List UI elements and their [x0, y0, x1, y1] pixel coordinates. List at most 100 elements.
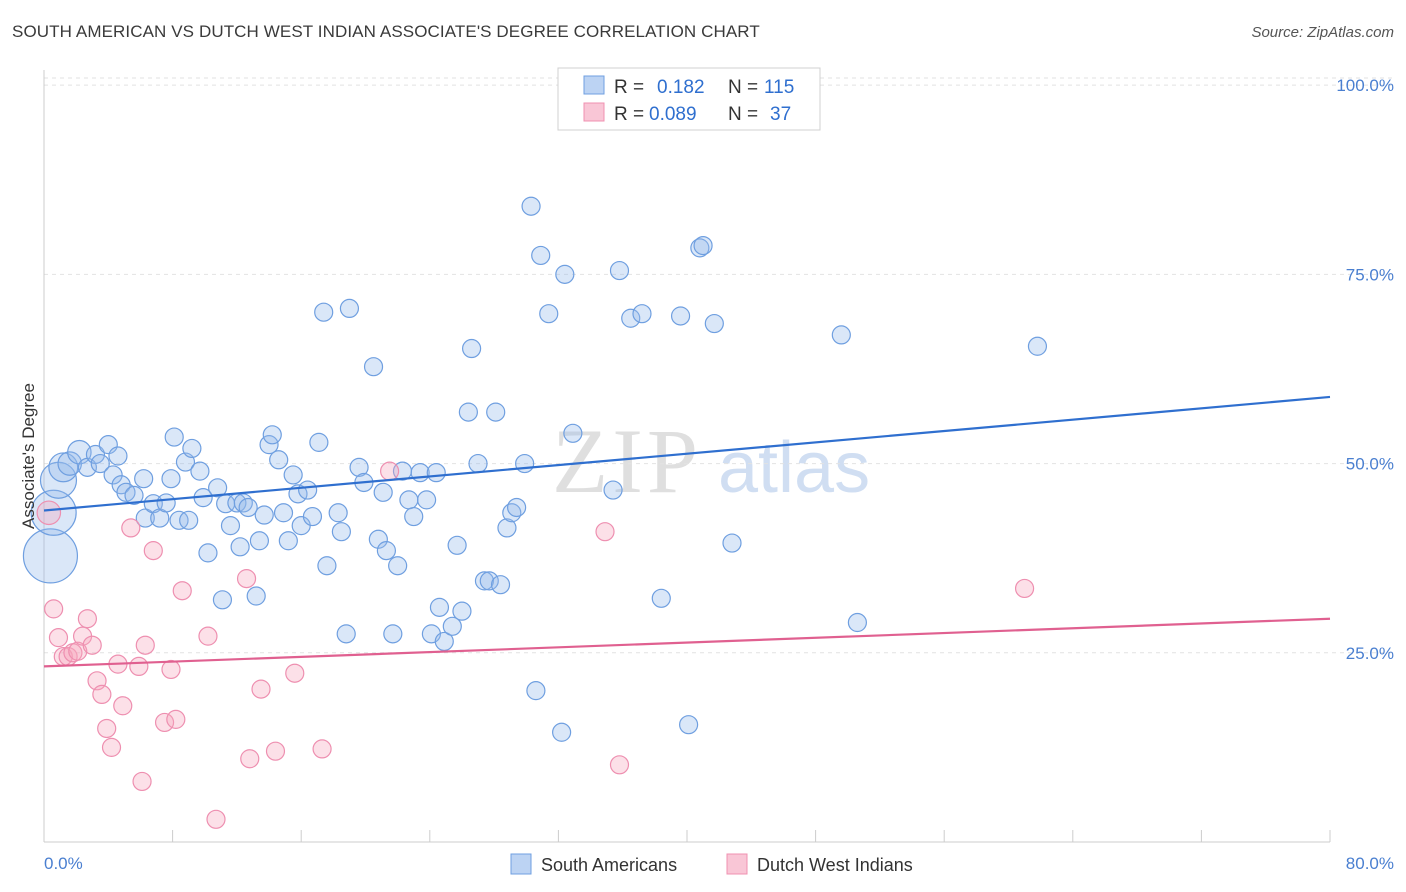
south-americans-point-24	[179, 510, 199, 530]
dutch-west-indians-point-19	[135, 635, 155, 655]
legend-r-value-2: 0.089	[649, 104, 697, 125]
south-americans-point-39	[254, 505, 274, 525]
dutch-west-indians-point-32	[312, 739, 332, 759]
south-americans-point-30	[212, 590, 233, 610]
south-americans-point-43	[273, 503, 294, 523]
dutch-west-indians-trend-line	[43, 617, 1331, 668]
trend-lines	[43, 395, 1331, 668]
x-tick-label-min: 0.0%	[44, 854, 83, 873]
south-americans-point-49	[302, 506, 323, 527]
south-americans-point-89	[526, 681, 546, 701]
legend-swatch-pink	[583, 102, 605, 122]
south-americans-point-107	[847, 612, 867, 633]
dutch-west-indians-point-16	[121, 518, 141, 538]
south-americans-point-102	[690, 238, 710, 258]
south-americans-point-38	[249, 531, 270, 551]
south-americans-point-91	[539, 304, 559, 324]
south-americans-point-28	[198, 543, 218, 563]
south-americans-point-82	[486, 402, 506, 422]
south-americans-point-83	[490, 575, 511, 595]
dutch-west-indians-point-35	[609, 755, 630, 775]
south-americans-point-90	[531, 245, 551, 266]
south-americans-point-36	[238, 497, 258, 518]
legend-n-label-1: N =	[728, 77, 758, 98]
dutch-west-indians-point-28	[240, 749, 260, 769]
south-americans-point-1	[30, 489, 77, 536]
y-axis-label: Associate's Degree	[19, 383, 38, 529]
dutch-west-indians-point-23	[166, 709, 186, 729]
south-americans-point-48	[298, 480, 318, 500]
dutch-west-indians-point-6	[68, 641, 88, 661]
legend-r-value-1: 0.182	[657, 77, 705, 98]
series-legend: South Americans Dutch West Indians	[510, 853, 913, 875]
south-americans-point-55	[336, 624, 356, 644]
south-americans-point-41	[262, 425, 282, 445]
watermark-atlas: atlas	[718, 428, 870, 508]
south-americans-point-76	[452, 601, 472, 621]
south-americans-point-19	[156, 493, 176, 513]
series-label-dutch-west-indians: Dutch West Indians	[757, 855, 913, 875]
south-americans-point-16	[135, 508, 155, 528]
dutch-west-indians-point-30	[265, 741, 286, 761]
south-americans-point-80	[474, 571, 495, 591]
south-americans-point-86	[507, 497, 527, 518]
dutch-west-indians-point-36	[1014, 578, 1035, 599]
y-tick-label-50: 50.0%	[1346, 455, 1394, 474]
gridlines	[44, 77, 1394, 654]
dutch-west-indians-point-25	[198, 626, 218, 646]
south-americans-point-108	[1027, 336, 1048, 356]
correlation-legend: R = 0.182 N = 115 R = 0.089 N = 37	[557, 67, 821, 131]
dutch-west-indians-point-27	[236, 569, 257, 589]
dutch-west-indians-point-0	[36, 500, 62, 526]
axes	[43, 70, 1331, 843]
south-americans-point-54	[331, 522, 351, 542]
legend-n-label-2: N =	[728, 104, 758, 125]
dutch-west-indians-point-34	[595, 522, 615, 542]
south-americans-point-104	[704, 313, 724, 334]
south-americans-point-64	[388, 556, 408, 576]
south-americans-point-53	[328, 503, 348, 523]
source-label: Source: ZipAtlas.com	[1251, 24, 1394, 41]
dutch-west-indians-point-17	[129, 656, 149, 677]
south-americans-point-60	[368, 529, 388, 549]
south-americans-point-106	[831, 325, 851, 345]
south-americans-point-92	[552, 722, 572, 742]
legend-r-label-2: R =	[614, 104, 644, 125]
dutch-west-indians-point-15	[113, 696, 133, 716]
south-americans-point-78	[461, 338, 482, 359]
south-americans-point-0	[22, 528, 79, 584]
dutch-west-indians-point-13	[101, 737, 122, 757]
south-americans-point-22	[169, 510, 189, 530]
south-americans-point-34	[230, 537, 250, 557]
y-tick-label-75: 75.0%	[1346, 265, 1394, 284]
south-americans-point-7	[85, 444, 106, 465]
south-americans-point-77	[458, 402, 478, 422]
south-americans-point-96	[609, 260, 630, 281]
south-americans-point-87	[515, 453, 535, 474]
south-americans-point-26	[190, 461, 210, 481]
south-americans-point-105	[722, 533, 742, 553]
south-americans-point-8	[90, 453, 110, 474]
south-americans-point-99	[651, 588, 671, 608]
south-americans-point-44	[278, 531, 298, 551]
tick-labels: 25.0% 50.0% 75.0% 100.0% 0.0% 80.0%	[44, 76, 1394, 873]
south-americans-point-84	[497, 518, 517, 538]
south-americans-point-42	[269, 450, 289, 470]
x-tick-label-max: 80.0%	[1346, 854, 1394, 873]
south-americans-point-71	[426, 463, 446, 483]
south-americans-point-67	[404, 506, 424, 527]
south-americans-point-95	[603, 480, 623, 500]
south-americans-point-32	[220, 516, 241, 536]
legend-n-value-1: 115	[764, 77, 794, 98]
south-americans-trend-line	[43, 395, 1331, 512]
south-americans-point-37	[246, 586, 266, 606]
data-points	[22, 196, 1048, 829]
legend-swatch-blue	[583, 75, 605, 95]
dutch-west-indians-point-8	[77, 609, 98, 629]
south-americans-point-66	[399, 490, 419, 510]
south-americans-point-50	[309, 432, 329, 452]
dutch-west-indians-point-2	[48, 628, 69, 648]
south-americans-point-20	[161, 469, 181, 489]
dutch-west-indians-point-11	[92, 684, 112, 705]
dutch-west-indians-point-24	[172, 581, 192, 601]
